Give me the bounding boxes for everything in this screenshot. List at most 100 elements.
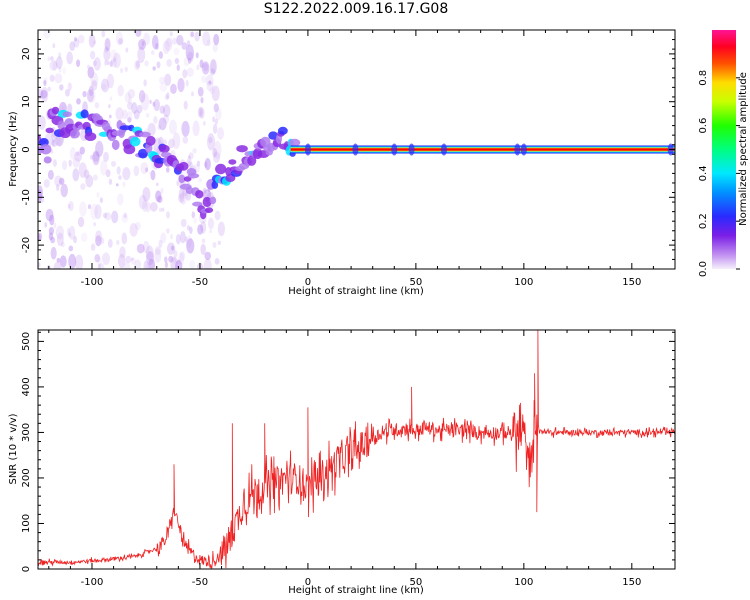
spectrogram-noise-blob xyxy=(186,67,194,77)
spectrogram-noise-blob xyxy=(177,77,185,93)
spectrogram-ridge-blob xyxy=(137,148,148,159)
spectrogram-noise-blob xyxy=(115,107,124,121)
spectrogram-noise-blob xyxy=(188,155,191,159)
spectrogram-noise-blob xyxy=(58,177,65,185)
spectrogram-ridge-blob xyxy=(209,196,217,205)
spectrogram-noise-blob xyxy=(104,59,108,66)
spectrogram-ridge-blob xyxy=(228,159,237,165)
spectrogram-noise-blob xyxy=(68,232,72,238)
spectrogram-noise-blob xyxy=(203,258,212,269)
spectrogram-noise-blob xyxy=(196,64,200,71)
spectrogram-y-ticks: -20 -10 0 10 20 xyxy=(21,29,675,270)
spectrogram-noise-blob xyxy=(197,107,203,118)
spectrogram-noise-blob xyxy=(213,140,222,159)
spectrogram-noise-blob xyxy=(135,60,140,69)
spectrogram-noise-blob xyxy=(52,43,56,49)
spectrogram-noise-blob xyxy=(179,231,186,244)
spectrogram-noise-blob xyxy=(123,261,131,269)
spectrogram-noise-blob xyxy=(160,232,167,244)
spectrogram-noise-blob xyxy=(96,192,100,198)
spectrogram-noise-blob xyxy=(120,67,123,74)
snr-y-ticks: 0 100 200 300 400 500 xyxy=(21,331,675,572)
spectrogram-noise-blob xyxy=(43,80,47,87)
spectrogram-noise-blob xyxy=(155,182,159,186)
spectrogram-noise-blob xyxy=(93,222,97,227)
spectrogram-noise-blob xyxy=(49,56,54,61)
spectrogram-noise-blob xyxy=(95,140,104,157)
spectrogram-noise-blob xyxy=(92,151,100,166)
spectrogram-noise-blob xyxy=(156,61,161,69)
steady-band-red xyxy=(290,148,675,151)
spectrogram-x-tick-label: 0 xyxy=(305,277,311,288)
colorbar-label: Normalized spectral amplitude xyxy=(738,72,749,226)
spectrogram-noise-blob xyxy=(159,105,165,114)
spectrogram-ridge-blob xyxy=(178,161,189,171)
spectrogram-y-tick-label: 20 xyxy=(21,48,32,61)
spectrogram-noise-blob xyxy=(164,256,168,263)
snr-y-tick-label: 0 xyxy=(21,566,32,572)
spectrogram-noise-blob xyxy=(176,64,180,71)
spectrogram-noise-blob xyxy=(164,261,169,269)
spectrogram-noise-blob xyxy=(212,147,218,158)
spectrogram-noise-blob xyxy=(204,161,208,168)
spectrogram-noise-blob xyxy=(204,157,211,171)
steady-line-disturbance xyxy=(440,143,447,156)
spectrogram-noise-blob xyxy=(94,204,102,220)
spectrogram-noise-blob xyxy=(210,59,217,74)
snr-y-tick-label: 400 xyxy=(21,377,32,396)
spectrogram-noise-blob xyxy=(107,238,113,248)
spectrogram-noise-blob xyxy=(128,96,133,105)
spectrogram-noise-blob xyxy=(116,166,121,175)
spectrogram-ridge-blob xyxy=(288,138,301,147)
spectrogram-x-tick-label: 50 xyxy=(410,277,423,288)
spectrogram-noise-blob xyxy=(60,183,68,198)
spectrogram-noise-blob xyxy=(60,241,65,248)
spectrogram-noise-blob xyxy=(144,60,149,67)
spectrogram-noise-blob xyxy=(62,67,66,75)
spectrogram-ridge-blob xyxy=(268,131,279,140)
spectrogram-noise-blob xyxy=(146,251,155,266)
spectrogram-noise-blob xyxy=(165,92,170,100)
spectrogram-noise-blob xyxy=(52,159,57,167)
spectrogram-noise-blob xyxy=(186,238,195,254)
colorbar: 0.0 0.2 0.4 0.6 0.8 Normalized spectral ampl… xyxy=(698,30,749,277)
spectrogram-noise-blob xyxy=(73,36,78,42)
spectrogram-noise-blob xyxy=(90,72,99,87)
spectrogram-noise-blob xyxy=(95,230,103,242)
snr-y-tick-label: 500 xyxy=(21,332,32,351)
spectrogram-noise-blob xyxy=(196,160,201,167)
spectrogram-noise-blob xyxy=(68,253,77,269)
snr-series-line xyxy=(38,330,675,569)
spectrogram-noise-blob xyxy=(203,121,206,126)
spectrogram-noise-blob xyxy=(166,167,170,173)
spectrogram-noise-blob xyxy=(142,186,151,202)
spectrogram-noise-blob xyxy=(89,50,96,60)
spectrogram-noise-blob xyxy=(200,243,206,255)
spectrogram-noise-blob xyxy=(129,223,138,237)
spectrogram-ridge-blob xyxy=(183,176,192,182)
spectrogram-noise-blob xyxy=(127,88,136,99)
spectrogram-noise-blob xyxy=(64,89,70,97)
spectrogram-noise-blob xyxy=(150,50,155,56)
spectrogram-noise-blob xyxy=(78,162,87,178)
spectrogram-noise-blob xyxy=(105,169,111,178)
spectrogram-noise-blob xyxy=(72,157,81,168)
spectrogram-noise-blob xyxy=(208,136,213,144)
spectrogram-noise-blob xyxy=(214,118,218,125)
spectrogram-noise-blob xyxy=(94,253,101,263)
spectrogram-noise-blob xyxy=(192,147,197,154)
spectrogram-noise-blob xyxy=(68,225,76,240)
spectrogram-noise-blob xyxy=(43,178,50,188)
steady-line-disturbance xyxy=(408,143,415,156)
spectrogram-ridge-blob xyxy=(129,136,141,147)
spectrogram-noise-blob xyxy=(172,132,181,150)
spectrogram-noise-blob xyxy=(145,262,154,269)
spectrogram-noise-blob xyxy=(149,99,152,104)
snr-x-tick-label: 50 xyxy=(410,577,423,588)
spectrogram-noise-blob xyxy=(189,259,196,269)
spectrogram-noise-blob xyxy=(178,188,185,200)
spectrogram-noise-blob xyxy=(130,257,137,265)
spectrogram-noise-blob xyxy=(133,109,140,120)
